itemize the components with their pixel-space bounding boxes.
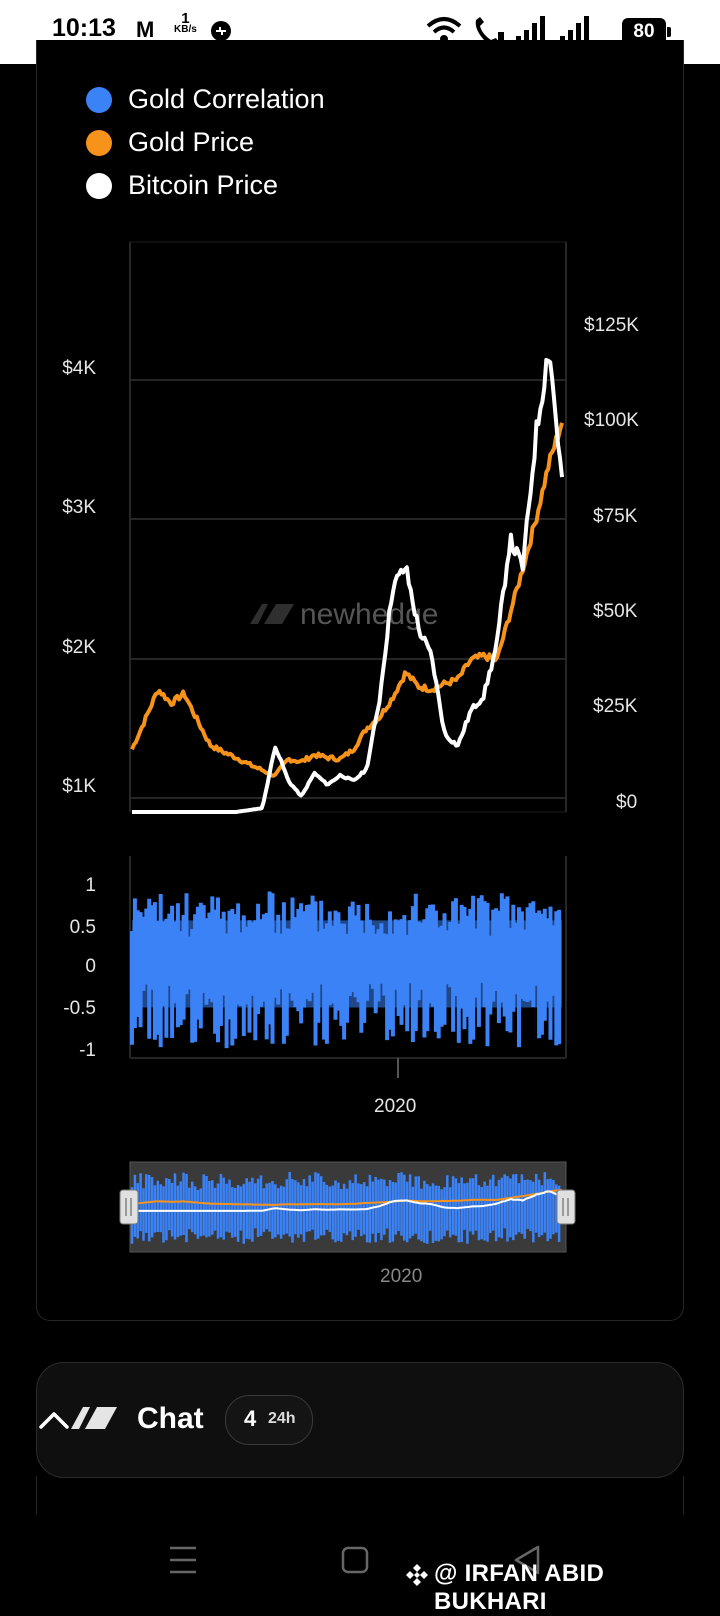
left-axis-tick: $3K bbox=[62, 497, 96, 518]
navigation-bar bbox=[0, 1514, 720, 1612]
chat-count: 4 bbox=[244, 1406, 257, 1431]
chart-card bbox=[36, 40, 684, 1321]
binance-logo-icon bbox=[406, 1564, 428, 1586]
legend-dot-icon bbox=[86, 86, 112, 113]
back-icon[interactable] bbox=[512, 1544, 542, 1576]
legend-item-gold-correlation[interactable]: Gold Correlation bbox=[86, 78, 325, 121]
correlation-axis-tick: 0.5 bbox=[69, 917, 96, 938]
left-axis-tick: $4K bbox=[62, 358, 96, 379]
x-axis-tick: 2020 bbox=[374, 1096, 417, 1117]
author-watermark: @ IRFAN ABID BUKHARI bbox=[434, 1560, 605, 1615]
legend-label: Gold Correlation bbox=[128, 84, 325, 114]
legend-label: Bitcoin Price bbox=[128, 170, 279, 200]
legend-label: Gold Price bbox=[128, 127, 255, 157]
chevron-up-icon[interactable] bbox=[37, 1403, 71, 1437]
left-axis-tick: $2K bbox=[62, 637, 96, 658]
chat-title: Chat bbox=[137, 1402, 204, 1435]
right-axis-tick: $100K bbox=[584, 410, 639, 431]
chat-activity-badge: 4 24h bbox=[225, 1395, 313, 1445]
network-speed-unit: KB/s bbox=[174, 24, 197, 35]
legend-dot-icon bbox=[86, 172, 112, 199]
right-axis-tick: $75K bbox=[593, 506, 638, 527]
gmail-icon: M bbox=[136, 17, 155, 42]
chart-legend: Gold Correlation Gold Price Bitcoin Pric… bbox=[86, 78, 325, 207]
network-speed-value: 1 bbox=[181, 10, 190, 27]
network-speed: 1 KB/s bbox=[174, 10, 197, 35]
recent-apps-icon[interactable] bbox=[168, 1544, 198, 1576]
correlation-axis-tick: 1 bbox=[85, 875, 96, 896]
legend-item-gold-price[interactable]: Gold Price bbox=[86, 121, 325, 164]
sync-icon bbox=[211, 21, 231, 41]
correlation-axis-tick: -0.5 bbox=[63, 998, 96, 1019]
right-axis-tick: $50K bbox=[593, 601, 638, 622]
status-time: 10:13 bbox=[52, 14, 116, 42]
navigator-x-tick: 2020 bbox=[380, 1266, 423, 1287]
legend-dot-icon bbox=[86, 129, 112, 156]
correlation-axis-tick: 0 bbox=[85, 956, 96, 977]
right-axis-tick: $0 bbox=[616, 792, 638, 813]
left-axis-tick: $1K bbox=[62, 776, 96, 797]
right-axis-tick: $25K bbox=[593, 696, 638, 717]
correlation-axis-tick: -1 bbox=[79, 1040, 96, 1061]
newhedge-logo-icon bbox=[71, 1407, 117, 1429]
home-icon[interactable] bbox=[340, 1544, 370, 1576]
chat-panel-body-edge bbox=[36, 1476, 684, 1514]
chat-panel[interactable]: Chat 4 24h bbox=[36, 1362, 684, 1478]
chat-period: 24h bbox=[268, 1410, 296, 1427]
legend-item-bitcoin-price[interactable]: Bitcoin Price bbox=[86, 164, 325, 207]
call-icon bbox=[475, 17, 504, 46]
right-axis-tick: $125K bbox=[584, 315, 639, 336]
